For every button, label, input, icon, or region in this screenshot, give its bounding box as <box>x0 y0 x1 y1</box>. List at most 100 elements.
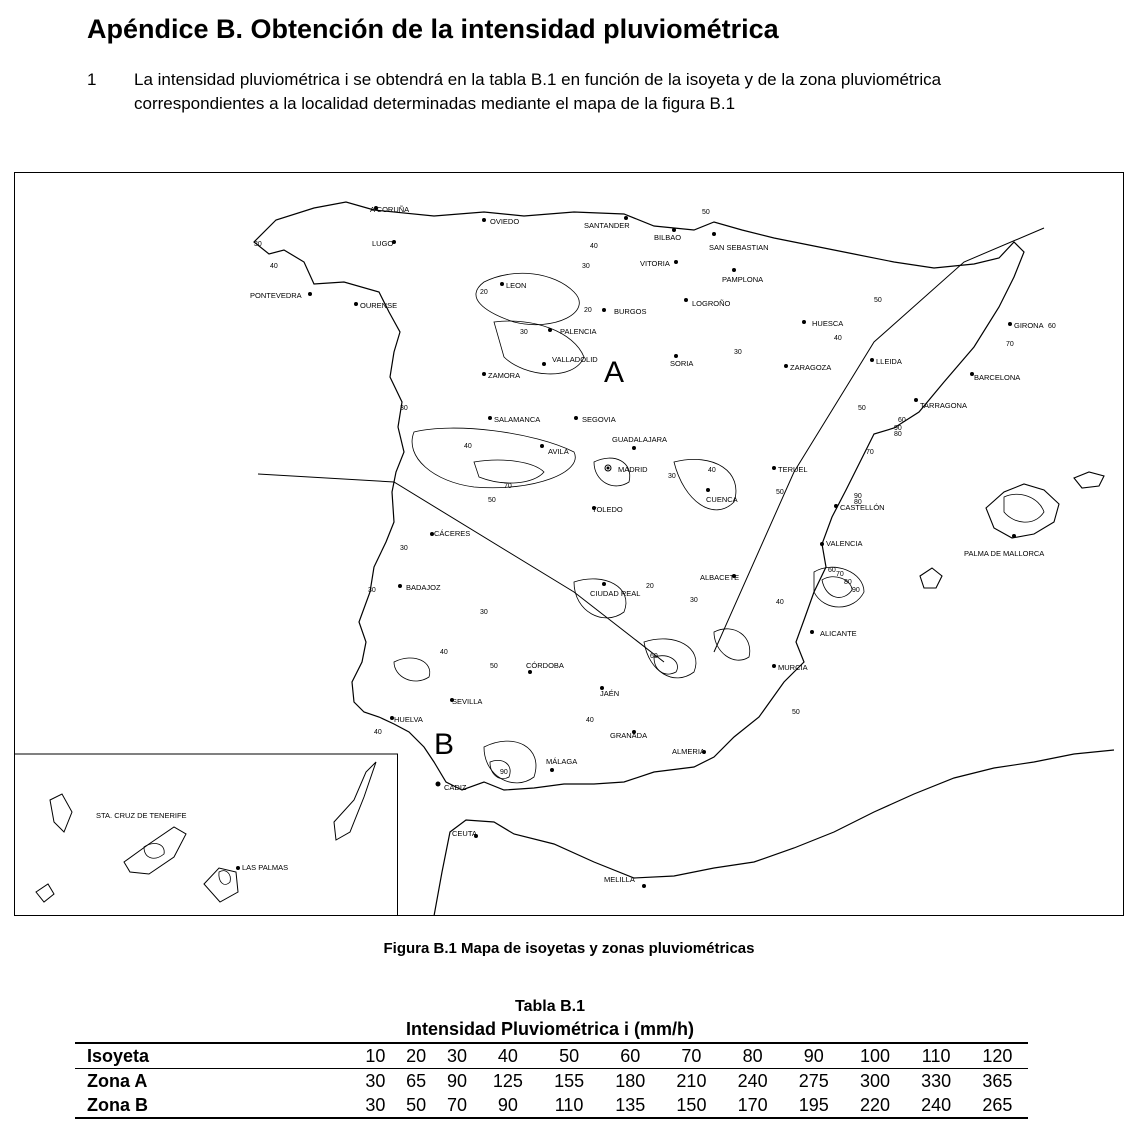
table-cell: 120 <box>966 1042 1028 1069</box>
city-label: GUADALAJARA <box>612 435 667 444</box>
city-label: MELILLA <box>604 875 635 884</box>
isoyeta-label: 40 <box>590 243 598 250</box>
table-row-zona-a: Zona A 30 65 90 125 155 180 210 240 275 … <box>75 1069 1028 1094</box>
isoyeta-label: 90 <box>894 425 902 432</box>
isoyeta-label: 30 <box>668 473 676 480</box>
paragraph-number: 1 <box>87 70 97 89</box>
isoyeta-label: 20 <box>646 583 654 590</box>
isoyeta-label: 40 <box>586 717 594 724</box>
city-label: GRANADA <box>610 731 647 740</box>
city-label: CÁCERES <box>434 529 470 538</box>
table-cell: 40 <box>477 1042 539 1069</box>
isoyeta-label: 60 <box>898 417 906 424</box>
row-label: Zona A <box>87 1070 148 1091</box>
table-cell: 110 <box>905 1042 967 1069</box>
isoyeta-label: 40 <box>708 467 716 474</box>
isoyeta-label: 30 <box>734 349 742 356</box>
gran-canaria-outline <box>203 867 239 903</box>
city-label: VALENCIA <box>826 539 863 548</box>
fuerteventura-outline <box>333 761 377 841</box>
table-cell: 65 <box>406 1070 427 1091</box>
isoyeta-label: 40 <box>776 599 784 606</box>
isoyeta-label: 30 <box>400 405 408 412</box>
city-label: BADAJOZ <box>406 583 441 592</box>
city-label: VITORIA <box>640 259 670 268</box>
isoyeta-label: 40 <box>440 649 448 656</box>
table-row-isoyeta: Isoyeta 10 20 30 40 50 60 70 80 90 100 1… <box>75 1042 1028 1069</box>
isoyeta-label: 70 <box>1006 341 1014 348</box>
isoyeta-label: 50 <box>858 405 866 412</box>
menorca-outline <box>1073 471 1105 489</box>
table-cell: 210 <box>676 1070 707 1091</box>
la-palma-outline <box>49 793 73 833</box>
table-cell: 135 <box>599 1093 661 1119</box>
isoyeta-label: 90 <box>500 769 508 776</box>
isoyeta-label: 30 <box>254 241 262 248</box>
city-label: LAS PALMAS <box>242 863 288 872</box>
isoyeta-label: 60 <box>650 653 658 660</box>
city-label: BURGOS <box>614 307 647 316</box>
table-cell: 10 <box>355 1042 396 1069</box>
table-cell: 170 <box>722 1093 784 1119</box>
city-label: CEUTA <box>452 829 477 838</box>
isoyeta-label: 70 <box>866 449 874 456</box>
table-cell: 60 <box>599 1042 661 1069</box>
table-cell: 265 <box>966 1093 1028 1119</box>
city-label: LLEIDA <box>876 357 902 366</box>
isoyeta-label: 20 <box>584 307 592 314</box>
table-row-zona-b: Zona B 30 50 70 90 110 135 150 170 195 2… <box>75 1093 1028 1119</box>
table-cell: 30 <box>436 1042 478 1069</box>
city-label: STA. CRUZ DE TENERIFE <box>96 811 187 820</box>
zone-label-b: B <box>434 728 454 761</box>
table-cell: 220 <box>844 1093 906 1119</box>
city-label: CUENCA <box>706 495 738 504</box>
isoyeta-curves <box>143 272 1045 885</box>
table-cell: 90 <box>477 1093 539 1119</box>
city-label: CÓRDOBA <box>526 661 564 670</box>
isoyeta-label: 30 <box>400 545 408 552</box>
table-cell: 50 <box>538 1042 600 1069</box>
table-cell: 30 <box>355 1093 396 1119</box>
table-cell: 365 <box>982 1070 1013 1091</box>
isoyeta-label: 80 <box>844 579 852 586</box>
table-cell: 150 <box>660 1093 723 1119</box>
city-label: PONTEVEDRA <box>250 291 302 300</box>
isoyeta-label: 40 <box>270 263 278 270</box>
table-subtitle: Intensidad Pluviométrica i (mm/h) <box>405 1019 695 1039</box>
city-label: TERUEL <box>778 465 808 474</box>
isoyeta-label: 30 <box>582 263 590 270</box>
isoyeta-label: 40 <box>834 335 842 342</box>
table-cell: 110 <box>538 1093 600 1119</box>
city-label: ALMERIA <box>672 747 705 756</box>
table-title: Tabla B.1 <box>515 998 585 1015</box>
city-label: MURCIA <box>778 663 808 672</box>
row-label: Zona B <box>75 1093 355 1119</box>
isoyeta-label: 60 <box>828 567 836 574</box>
figure-caption: Figura B.1 Mapa de isoyetas y zonas pluv… <box>383 940 755 957</box>
isoyeta-label: 50 <box>776 489 784 496</box>
table-cell: 50 <box>395 1093 437 1119</box>
africa-coastline <box>433 749 1115 916</box>
city-label: SEVILLA <box>452 697 482 706</box>
isoyeta-label: 80 <box>894 431 902 438</box>
isoyeta-label: 40 <box>464 443 472 450</box>
isoyeta-label: 70 <box>836 571 844 578</box>
city-label: PALENCIA <box>560 327 597 336</box>
city-label: SEGOVIA <box>582 415 616 424</box>
table-cell: 80 <box>722 1042 784 1069</box>
isoyeta-label: 90 <box>854 493 862 500</box>
paragraph-text: La intensidad pluviométrica i se obtendr… <box>134 70 942 113</box>
city-label: TOLEDO <box>592 505 623 514</box>
ibiza-outline <box>919 567 943 589</box>
intensity-table: Isoyeta 10 20 30 40 50 60 70 80 90 100 1… <box>75 1042 1028 1119</box>
city-label: HUESCA <box>812 319 843 328</box>
city-label: PALMA DE MALLORCA <box>964 549 1044 558</box>
city-label: A CORUÑA <box>370 205 409 214</box>
city-label: ZARAGOZA <box>790 363 831 372</box>
isoyeta-label: 60 <box>1048 323 1056 330</box>
isoyeta-label: 50 <box>490 663 498 670</box>
zone-divider-line <box>257 473 665 663</box>
table-cell: 70 <box>436 1093 478 1119</box>
city-label: ALICANTE <box>820 629 857 638</box>
city-label: AVILA <box>548 447 569 456</box>
